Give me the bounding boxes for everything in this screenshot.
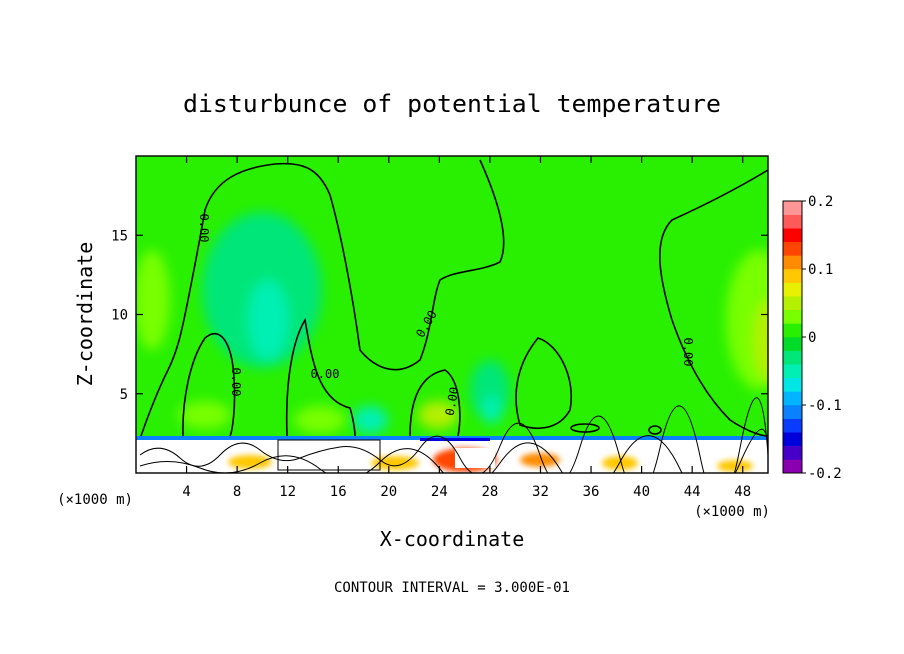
colorbar: 0.2 0.1 0 -0.1 -0.2 (782, 194, 842, 482)
contour-label: 0.00 (443, 386, 462, 417)
colorbar-swatch (783, 269, 802, 283)
x-tick-label: 48 (734, 484, 751, 500)
colorbar-swatch (783, 241, 802, 256)
colorbar-swatch (783, 418, 802, 433)
colorbar-swatch (783, 459, 802, 474)
zero-contours (140, 159, 768, 437)
colorbar-swatch (783, 364, 802, 379)
colorbar-swatch (783, 201, 802, 215)
colorbar-swatch (783, 282, 802, 297)
colorbar-swatch (783, 377, 802, 392)
colorbar-swatch (783, 432, 802, 447)
y-tick-label: 5 (120, 387, 128, 403)
colorbar-swatch (783, 445, 802, 460)
cool-anomaly-regions (202, 212, 510, 434)
y-axis-label: Z-coordinate (73, 242, 97, 387)
y-tick-label: 10 (111, 308, 128, 324)
x-tick-label: 40 (633, 484, 650, 500)
x-tick-label: 16 (330, 484, 347, 500)
colorbar-tick-label: 0.1 (808, 262, 833, 278)
x-tick-label: 20 (380, 484, 397, 500)
contour-label: 0.00 (311, 367, 340, 381)
colorbar-swatch (783, 405, 802, 419)
colorbar-swatch (783, 228, 802, 243)
colorbar-tick-label: 0.2 (808, 194, 833, 210)
contour-label: 0.00 (681, 338, 695, 367)
x-axis: 4 8 12 16 20 24 28 32 36 40 44 48 (182, 156, 751, 500)
x-tick-label: 32 (532, 484, 549, 500)
colorbar-swatch (783, 350, 802, 365)
x-axis-label: X-coordinate (380, 527, 525, 551)
x-tick-label: 36 (583, 484, 600, 500)
colorbar-swatch (783, 337, 802, 351)
colorbar-swatch (783, 214, 802, 229)
x-tick-label: 12 (279, 484, 296, 500)
colorbar-swatch (783, 323, 802, 338)
chart-title: disturbunce of potential temperature (183, 90, 721, 118)
y-tick-label: 15 (111, 228, 128, 244)
contour-label: 0.00 (197, 214, 211, 243)
colorbar-swatch (783, 309, 802, 324)
plot-area: 0.00 0.00 0.00 0.00 0.00 0.00 (136, 156, 768, 473)
x-tick-label: 8 (233, 484, 241, 500)
colorbar-tick-label: -0.2 (808, 466, 842, 482)
x-tick-label: 24 (431, 484, 448, 500)
x-tick-label: 28 (481, 484, 498, 500)
x-tick-label: 4 (182, 484, 190, 500)
x-axis-unit-left: (×1000 m) (57, 492, 133, 508)
colorbar-swatch (783, 296, 802, 311)
colorbar-tick-label: 0 (808, 330, 816, 346)
contour-interval-note: CONTOUR INTERVAL = 3.000E-01 (334, 580, 570, 596)
colorbar-tick-label: -0.1 (808, 398, 842, 414)
x-tick-label: 44 (684, 484, 701, 500)
x-axis-unit-right: (×1000 m) (694, 504, 770, 520)
y-axis: 5 10 15 (111, 228, 768, 403)
warm-anomaly-regions (136, 250, 768, 434)
colorbar-swatch (783, 255, 802, 270)
colorbar-swatch (783, 391, 802, 406)
near-surface-mixed-layer (136, 397, 768, 473)
contour-label: 0.00 (229, 368, 243, 397)
